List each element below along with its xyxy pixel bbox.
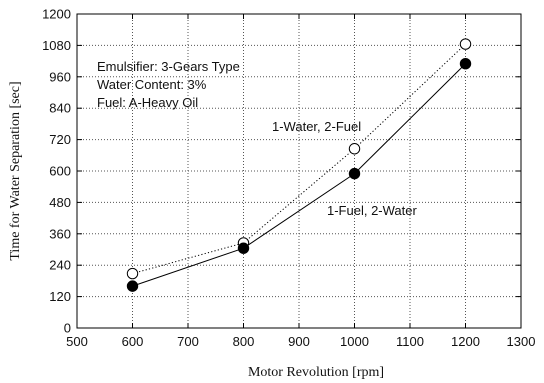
annotation-fuel: Fuel: A-Heavy Oil bbox=[97, 95, 198, 110]
x-tick-label: 900 bbox=[288, 334, 310, 349]
y-tick-label: 960 bbox=[49, 69, 71, 84]
y-tick-label: 720 bbox=[49, 132, 71, 147]
series-line-fuel-water bbox=[132, 63, 466, 287]
data-point-water-fuel bbox=[126, 267, 139, 280]
annotation-water-content: Water Content: 3% bbox=[97, 77, 207, 92]
x-tick-label: 1000 bbox=[340, 334, 369, 349]
series-label-fuel-water: 1-Fuel, 2-Water bbox=[327, 203, 417, 218]
x-tick-label: 1100 bbox=[396, 334, 424, 349]
grid bbox=[77, 14, 521, 328]
y-tick-label: 840 bbox=[49, 101, 71, 116]
y-tick-label: 1080 bbox=[42, 38, 71, 53]
data-point-fuel-water bbox=[459, 58, 472, 70]
y-tick-label: 240 bbox=[49, 258, 71, 273]
data-point-fuel-water bbox=[348, 167, 361, 180]
y-tick-label: 120 bbox=[49, 289, 71, 304]
tick-labels: 500 600 700 800 900 1000 1100 1200 1300 0 120 240 36… bbox=[42, 7, 535, 350]
y-tick-label: 360 bbox=[49, 226, 71, 241]
y-tick-label: 480 bbox=[49, 195, 71, 210]
x-axis-title: Motor Revolution [rpm] bbox=[248, 365, 384, 380]
x-tick-label: 800 bbox=[233, 334, 255, 349]
x-tick-label: 600 bbox=[122, 334, 144, 349]
series-layer bbox=[126, 38, 472, 292]
annotation-emulsifier: Emulsifier: 3-Gears Type bbox=[97, 59, 240, 74]
y-tick-label: 1200 bbox=[42, 7, 71, 22]
x-tick-label: 1300 bbox=[507, 334, 536, 349]
x-tick-label: 1200 bbox=[451, 334, 480, 349]
y-tick-label: 600 bbox=[49, 164, 71, 179]
x-tick-label: 500 bbox=[66, 334, 88, 349]
ticks bbox=[76, 13, 522, 329]
y-axis-title: Time for Water Separation [sec] bbox=[8, 81, 23, 260]
series-label-water-fuel: 1-Water, 2-Fuel bbox=[272, 119, 361, 134]
data-point-water-fuel bbox=[459, 38, 472, 50]
y-tick-label: 0 bbox=[64, 321, 71, 336]
series-line-water-fuel bbox=[132, 43, 466, 275]
x-tick-label: 700 bbox=[177, 334, 199, 349]
data-point-fuel-water bbox=[126, 280, 139, 292]
data-point-fuel-water bbox=[237, 242, 250, 254]
data-point-water-fuel bbox=[348, 143, 361, 155]
